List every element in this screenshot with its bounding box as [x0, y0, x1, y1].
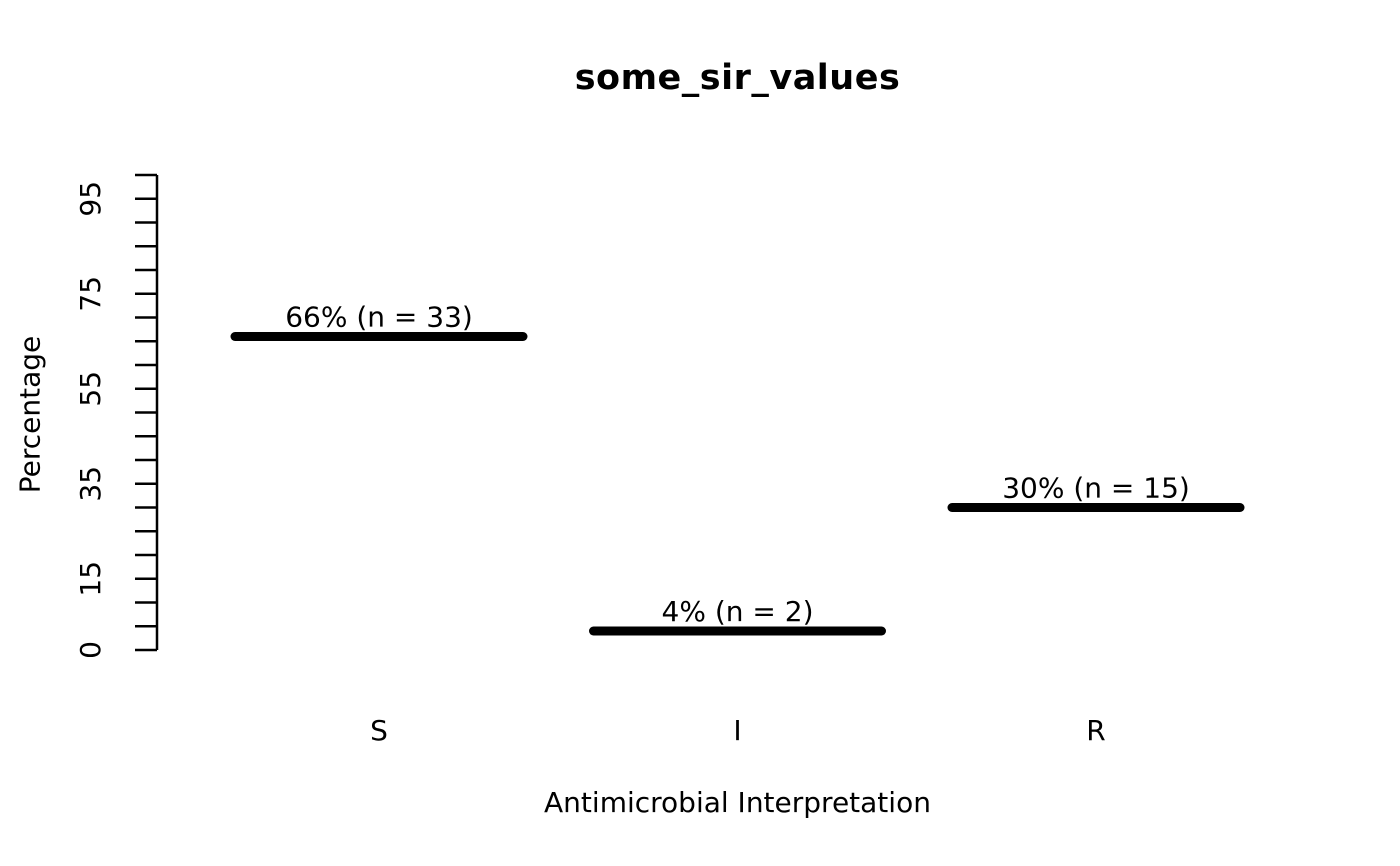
y-tick-label: 15 [74, 561, 107, 597]
bar-value-label-i: 4% (n = 2) [662, 595, 814, 628]
y-tick-label: 35 [74, 466, 107, 502]
chart-title: some_sir_values [574, 58, 901, 98]
bar-value-label-r: 30% (n = 15) [1002, 472, 1190, 505]
y-tick-label: 0 [74, 641, 107, 659]
x-category-label-s: S [370, 714, 388, 747]
x-axis-title: Antimicrobial Interpretation [544, 786, 931, 819]
x-category-label-r: R [1086, 714, 1105, 747]
y-tick-label: 55 [74, 371, 107, 407]
x-category-label-i: I [733, 714, 741, 747]
y-tick-label: 95 [74, 181, 107, 217]
y-tick-label: 75 [74, 276, 107, 312]
bar-value-label-s: 66% (n = 33) [285, 301, 473, 334]
y-axis-title: Percentage [13, 335, 47, 494]
